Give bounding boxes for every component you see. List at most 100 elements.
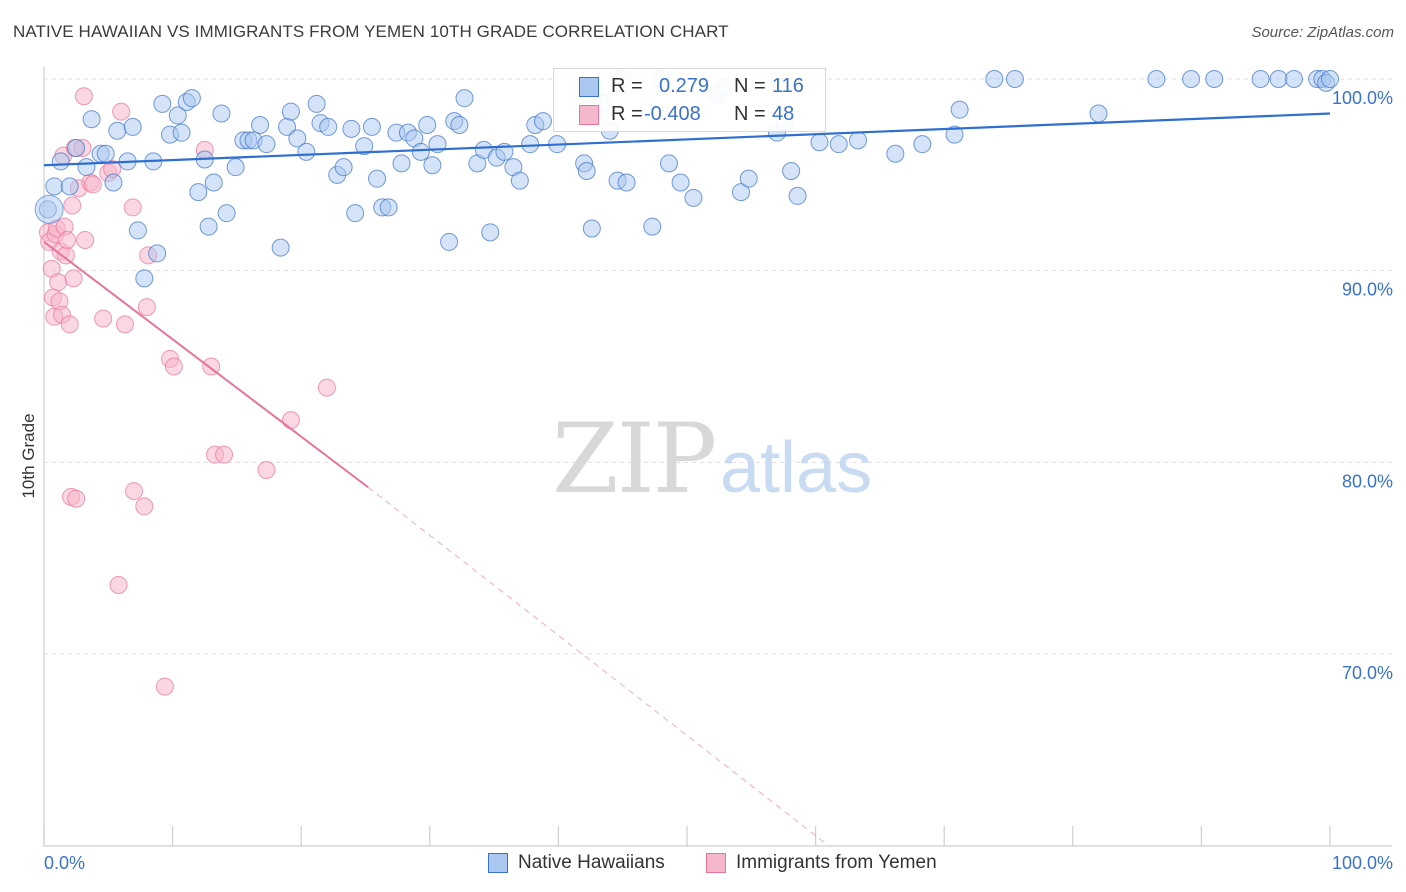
hawaiian-point — [521, 135, 540, 154]
yemen-point — [125, 482, 144, 501]
hawaiian-point — [379, 198, 398, 217]
hawaiian-point — [123, 117, 142, 136]
hawaiian-point — [148, 244, 167, 263]
hawaiian-point — [189, 183, 208, 202]
hawaiian-point — [617, 173, 636, 192]
hawaiian-point — [950, 100, 969, 119]
hawaiian-point — [1182, 70, 1201, 88]
yemen-point — [58, 231, 77, 249]
yemen-point — [74, 87, 93, 106]
legend-swatch-blue — [488, 853, 508, 873]
hawaiian-point — [392, 154, 411, 173]
hawaiian-point — [577, 162, 596, 180]
legend-n-label: N = — [734, 102, 766, 125]
yemen-point — [76, 231, 95, 249]
hawaiian-point — [411, 142, 430, 161]
hawaiian-point — [204, 173, 223, 192]
hawaiian-point — [297, 142, 316, 161]
hawaiian-point — [945, 125, 964, 144]
x-tick-label: 100.0% — [1332, 853, 1393, 873]
hawaiian-point — [271, 238, 290, 257]
hawaiian-point — [45, 177, 64, 196]
trend-lines — [43, 112, 1331, 847]
hawaiian-point — [1205, 70, 1224, 88]
watermark-atlas: atlas — [720, 428, 872, 508]
watermark-zip: ZIP — [552, 403, 715, 515]
legend-r-value: -0.408 — [644, 102, 701, 125]
hawaiian-point — [732, 183, 751, 202]
hawaiian-point — [1269, 70, 1288, 88]
yemen-point — [60, 315, 79, 334]
stats-legend: R = 0.279 N = 116 R = -0.408 N = 48 — [553, 68, 826, 132]
hawaiian-point — [319, 117, 338, 136]
hawaiian-point — [51, 152, 70, 171]
yemen-point — [56, 246, 75, 265]
hawaiian-point — [77, 158, 96, 177]
hawaiian-point — [481, 223, 500, 242]
y-tick-label: 100.0% — [1332, 88, 1393, 108]
hawaiian-point — [684, 188, 703, 207]
yemen-trend-line — [43, 241, 369, 489]
hawaiian-point — [82, 110, 101, 129]
yemen-points — [38, 87, 336, 696]
legend-row-hawaiians: R = 0.279 N = 116 — [554, 72, 825, 100]
hawaiian-point — [671, 173, 690, 192]
hawaiian-point — [643, 217, 662, 236]
hawaiian-point — [739, 169, 758, 188]
hawaiian-point — [455, 89, 474, 108]
hawaiian-point — [34, 194, 64, 224]
watermark: ZIP atlas — [552, 403, 872, 515]
legend-item-hawaiians[interactable]: Native Hawaiians — [488, 852, 665, 874]
legend-item-yemen[interactable]: Immigrants from Yemen — [706, 852, 937, 874]
hawaiian-point — [60, 177, 79, 196]
yemen-point — [83, 175, 102, 194]
yemen-point — [155, 677, 174, 696]
yemen-point — [67, 489, 86, 508]
hawaiian-point — [440, 232, 459, 251]
hawaiian-point — [788, 186, 807, 205]
yemen-point — [109, 576, 128, 594]
legend-r-value: 0.279 — [659, 74, 710, 97]
hawaiian-point — [368, 169, 387, 188]
source-label: Source: ZipAtlas.com — [1251, 24, 1394, 41]
yemen-point — [116, 315, 135, 334]
hawaiian-point — [251, 116, 270, 134]
yemen-point — [257, 461, 276, 479]
hawaiian-point — [307, 94, 326, 113]
hawaiian-point — [281, 102, 300, 121]
hawaiian-point — [510, 171, 529, 190]
yemen-point — [281, 411, 300, 430]
legend-swatch-pink — [579, 105, 599, 125]
hawaiian-point — [362, 117, 381, 136]
hawaiian-point — [829, 135, 848, 154]
hawaiian-point — [182, 89, 201, 108]
series-legend: Native Hawaiians Immigrants from Yemen — [0, 852, 1406, 878]
hawaiian-point — [168, 106, 187, 125]
hawaiian-point — [334, 158, 353, 177]
y-tick-label: 90.0% — [1342, 280, 1393, 300]
yemen-point — [215, 445, 234, 464]
yemen-point — [64, 269, 83, 288]
hawaiian-point — [582, 219, 601, 238]
hawaiian-point — [355, 137, 374, 156]
legend-label-hawaiians: Native Hawaiians — [518, 852, 665, 873]
hawaiian-point — [1147, 70, 1166, 88]
yemen-point — [94, 309, 113, 328]
hawaiian-point — [985, 70, 1004, 88]
hawaiian-point — [128, 221, 147, 240]
axis-layer: 70.0% 80.0% 90.0% 100.0% 0.0% 100.0% — [43, 67, 1393, 873]
legend-n-label: N = — [734, 74, 766, 97]
yemen-point — [137, 298, 156, 317]
hawaiian-point — [226, 158, 245, 177]
hawaiian-point — [108, 121, 127, 140]
hawaiian-point — [67, 139, 86, 157]
chart-title: NATIVE HAWAIIAN VS IMMIGRANTS FROM YEMEN… — [13, 22, 729, 41]
hawaiian-point — [199, 217, 218, 236]
hawaiian-points — [34, 70, 1339, 288]
grid-layer — [44, 78, 1392, 655]
hawaiian-point — [533, 112, 552, 131]
y-tick-label: 70.0% — [1342, 663, 1393, 683]
hawaiian-point — [346, 204, 365, 223]
hawaiian-point — [96, 144, 115, 163]
hawaiian-point — [104, 173, 123, 192]
